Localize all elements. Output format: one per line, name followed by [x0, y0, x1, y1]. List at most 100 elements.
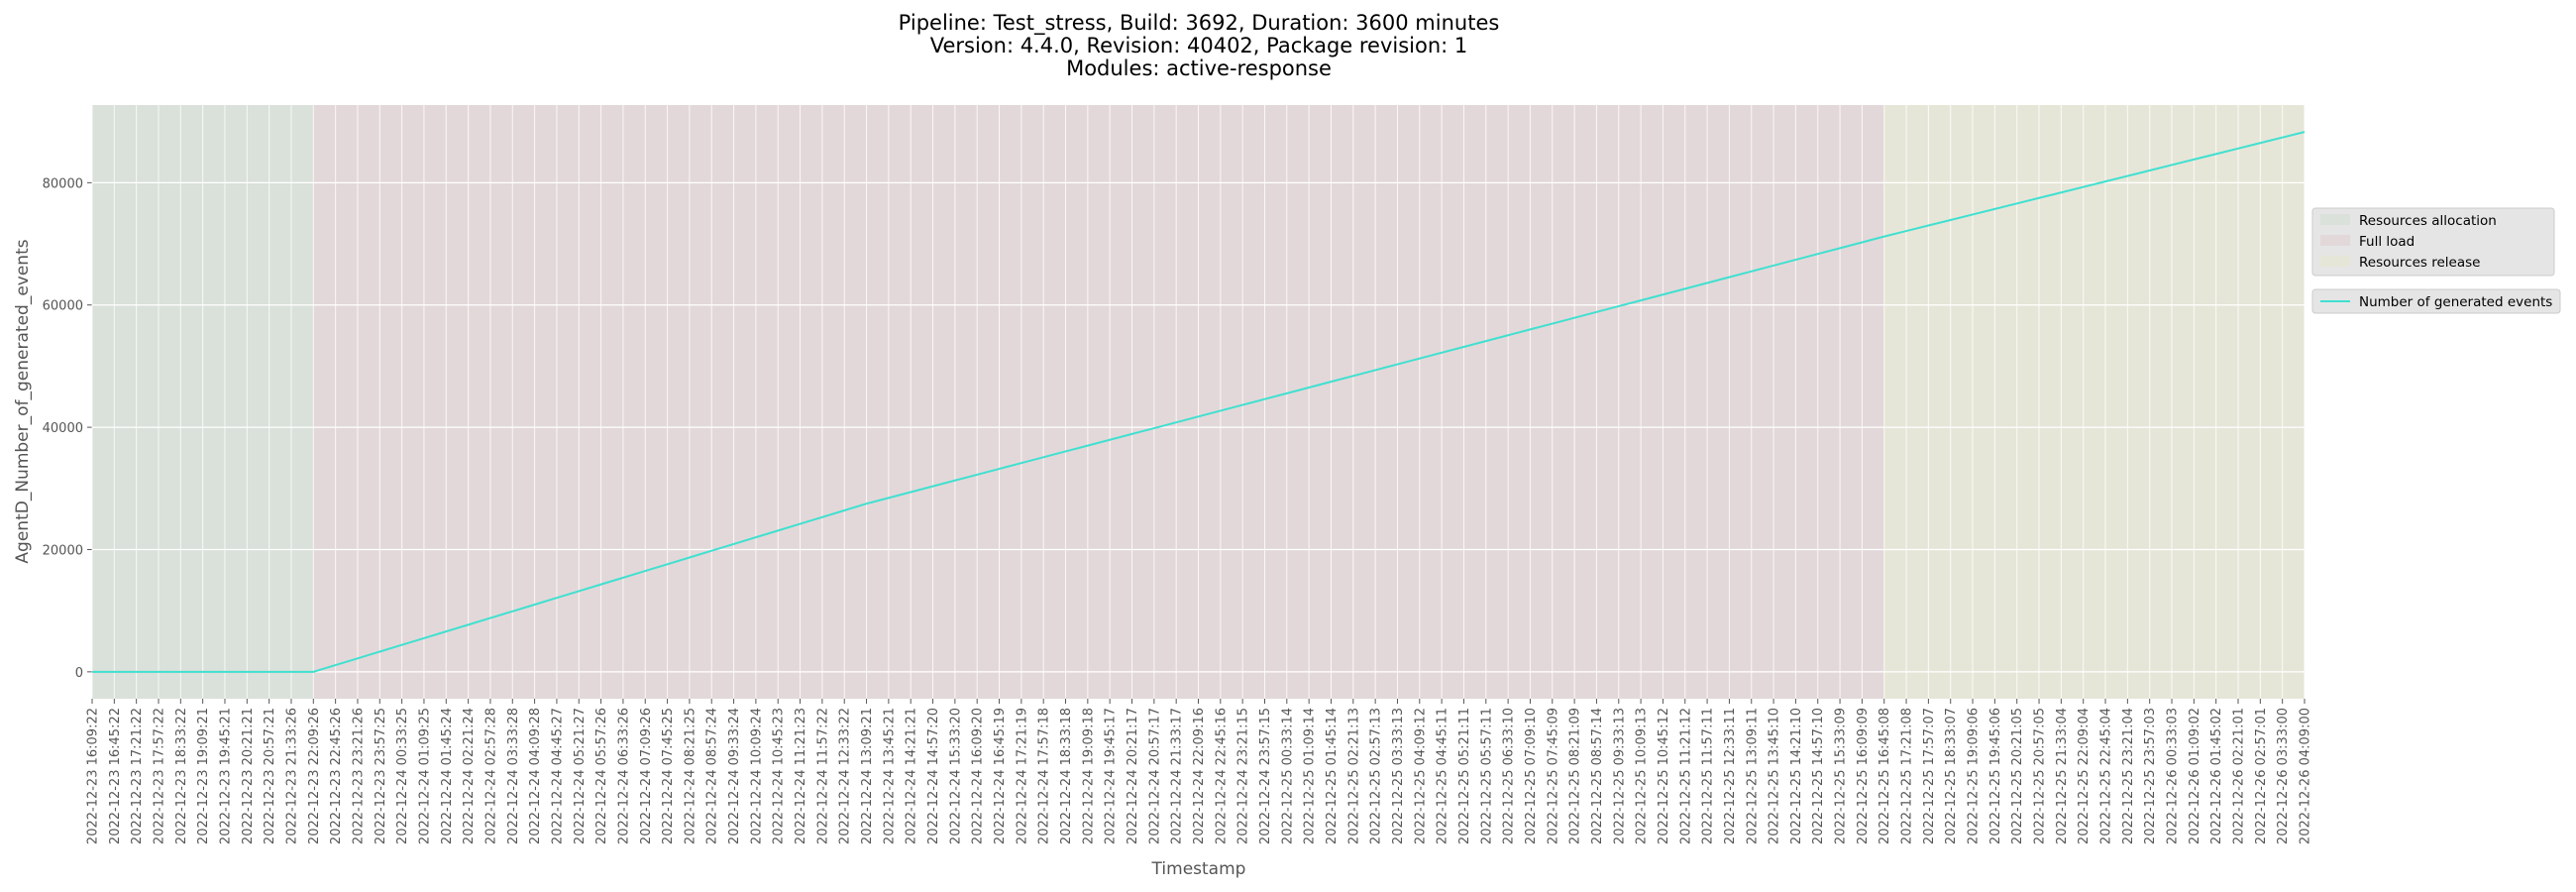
legend-label: Full load: [2359, 234, 2415, 250]
y-axis-label: AgentD_Number_of_generated_events: [13, 239, 33, 563]
x-tick-label: 2022-12-25 05:57:11: [1479, 708, 1494, 844]
x-tick-label: 2022-12-25 08:57:14: [1590, 708, 1605, 844]
x-tick-label: 2022-12-23 19:45:21: [218, 708, 233, 844]
x-tick-label: 2022-12-25 16:45:08: [1878, 708, 1892, 844]
x-tick-label: 2022-12-25 19:09:06: [1967, 708, 1982, 844]
phase-region: [1883, 105, 2305, 699]
x-tick-label: 2022-12-24 22:45:16: [1214, 708, 1229, 844]
x-tick-label: 2022-12-25 02:21:13: [1346, 708, 1361, 844]
x-tick-label: 2022-12-25 22:45:04: [2099, 708, 2114, 844]
chart-title: Version: 4.4.0, Revision: 40402, Package…: [930, 34, 1468, 57]
x-tick-label: 2022-12-23 22:09:26: [307, 708, 322, 844]
x-tick-label: 2022-12-24 20:21:17: [1126, 708, 1140, 844]
x-tick-label: 2022-12-26 04:09:00: [2299, 708, 2313, 844]
x-tick-label: 2022-12-23 17:21:22: [130, 708, 145, 844]
legend-swatch: [2320, 214, 2350, 225]
y-tick-label: 80000: [43, 176, 83, 191]
x-tick-label: 2022-12-25 23:57:03: [2143, 708, 2158, 844]
x-tick-label: 2022-12-25 07:45:09: [1546, 708, 1560, 844]
x-tick-label: 2022-12-26 01:09:02: [2188, 708, 2202, 844]
x-tick-label: 2022-12-23 16:09:22: [86, 708, 101, 844]
x-tick-label: 2022-12-26 00:33:03: [2166, 708, 2181, 844]
x-tick-label: 2022-12-24 16:45:19: [993, 708, 1008, 844]
legend-box: [2311, 207, 2555, 277]
x-tick-label: 2022-12-25 10:45:12: [1657, 708, 1671, 844]
legend-swatch: [2320, 256, 2350, 267]
x-tick-label: 2022-12-24 22:09:16: [1192, 708, 1207, 844]
x-tick-label: 2022-12-26 02:21:01: [2232, 708, 2247, 844]
x-tick-label: 2022-12-25 22:09:04: [2077, 708, 2092, 844]
x-tick-label: 2022-12-24 01:45:24: [440, 708, 455, 844]
phase-region: [313, 105, 1884, 699]
legend-box: [2311, 288, 2561, 314]
data-line: [92, 131, 2306, 673]
x-tick-label: 2022-12-24 07:09:26: [639, 708, 654, 844]
x-tick-label: 2022-12-23 20:21:21: [241, 708, 256, 844]
x-tick-label: 2022-12-26 02:57:01: [2254, 708, 2269, 844]
x-tick-label: 2022-12-25 10:09:13: [1635, 708, 1650, 844]
x-tick-label: 2022-12-24 04:45:27: [550, 708, 565, 844]
x-tick-label: 2022-12-24 10:45:23: [772, 708, 787, 844]
x-tick-label: 2022-12-24 15:33:20: [948, 708, 963, 844]
x-tick-label: 2022-12-25 04:45:11: [1436, 708, 1450, 844]
x-tick-label: 2022-12-24 20:57:17: [1147, 708, 1162, 844]
x-tick-label: 2022-12-25 05:21:11: [1457, 708, 1472, 844]
x-tick-label: 2022-12-24 08:21:25: [683, 708, 698, 844]
x-tick-label: 2022-12-25 02:57:13: [1369, 708, 1384, 844]
x-tick-label: 2022-12-25 06:33:10: [1502, 708, 1517, 844]
x-tick-label: 2022-12-25 00:33:14: [1280, 708, 1295, 844]
x-tick-label: 2022-12-24 14:57:20: [926, 708, 941, 844]
legend-label: Resources release: [2359, 255, 2480, 271]
x-tick-label: 2022-12-24 09:33:24: [727, 708, 742, 844]
x-tick-label: 2022-12-24 05:57:26: [594, 708, 609, 844]
x-tick-label: 2022-12-23 18:33:22: [174, 708, 189, 844]
x-tick-label: 2022-12-25 14:21:10: [1789, 708, 1804, 844]
x-tick-label: 2022-12-25 17:21:08: [1900, 708, 1915, 844]
x-tick-label: 2022-12-24 02:57:28: [483, 708, 498, 844]
y-tick-label: 60000: [43, 299, 83, 314]
x-tick-label: 2022-12-23 17:57:22: [152, 708, 166, 844]
x-tick-label: 2022-12-25 17:57:07: [1922, 708, 1937, 844]
x-tick-label: 2022-12-25 11:21:12: [1678, 708, 1693, 844]
x-tick-label: 2022-12-25 20:57:05: [2033, 708, 2048, 844]
x-tick-label: 2022-12-25 12:33:11: [1723, 708, 1738, 844]
x-tick-label: 2022-12-25 20:21:05: [2010, 708, 2025, 844]
x-tick-label: 2022-12-24 11:21:23: [794, 708, 808, 844]
x-tick-label: 2022-12-24 07:45:25: [661, 708, 676, 844]
x-tick-label: 2022-12-23 23:57:25: [374, 708, 388, 844]
x-tick-label: 2022-12-25 09:33:13: [1612, 708, 1627, 844]
x-tick-label: 2022-12-24 17:57:18: [1037, 708, 1052, 844]
x-tick-label: 2022-12-23 23:21:26: [351, 708, 366, 844]
x-tick-label: 2022-12-24 23:21:15: [1236, 708, 1251, 844]
x-tick-label: 2022-12-24 11:57:22: [815, 708, 830, 844]
x-tick-label: 2022-12-24 04:09:28: [528, 708, 543, 844]
x-tick-label: 2022-12-25 14:57:10: [1811, 708, 1826, 844]
x-tick-label: 2022-12-24 21:33:17: [1170, 708, 1185, 844]
x-tick-label: 2022-12-25 13:45:10: [1768, 708, 1782, 844]
x-tick-label: 2022-12-24 06:33:26: [616, 708, 631, 844]
x-tick-label: 2022-12-25 07:09:10: [1524, 708, 1539, 844]
x-tick-label: 2022-12-24 16:09:20: [971, 708, 986, 844]
x-tick-label: 2022-12-23 19:09:21: [196, 708, 211, 844]
x-tick-label: 2022-12-25 19:45:06: [1988, 708, 2003, 844]
x-tick-label: 2022-12-24 13:09:21: [860, 708, 875, 844]
chart-title: Pipeline: Test_stress, Build: 3692, Dura…: [899, 11, 1500, 36]
x-tick-label: 2022-12-25 03:33:13: [1391, 708, 1406, 844]
x-tick-label: 2022-12-24 18:33:18: [1059, 708, 1074, 844]
x-tick-label: 2022-12-24 14:21:21: [905, 708, 919, 844]
x-tick-label: 2022-12-25 11:57:11: [1701, 708, 1716, 844]
x-tick-label: 2022-12-25 08:21:09: [1568, 708, 1583, 844]
x-tick-label: 2022-12-25 18:33:07: [1944, 708, 1959, 844]
x-tick-label: 2022-12-24 03:33:28: [506, 708, 521, 844]
x-tick-label: 2022-12-24 19:09:18: [1081, 708, 1096, 844]
x-tick-label: 2022-12-23 20:57:21: [263, 708, 277, 844]
x-tick-label: 2022-12-26 03:33:00: [2276, 708, 2291, 844]
legend-label: Number of generated events: [2359, 294, 2552, 310]
legend-label: Resources allocation: [2359, 213, 2497, 229]
x-tick-label: 2022-12-24 17:21:19: [1015, 708, 1029, 844]
x-tick-label: 2022-12-24 01:09:25: [417, 708, 432, 844]
x-tick-label: 2022-12-23 21:33:26: [284, 708, 299, 844]
x-tick-label: 2022-12-24 19:45:17: [1104, 708, 1119, 844]
y-tick-label: 40000: [43, 421, 83, 436]
